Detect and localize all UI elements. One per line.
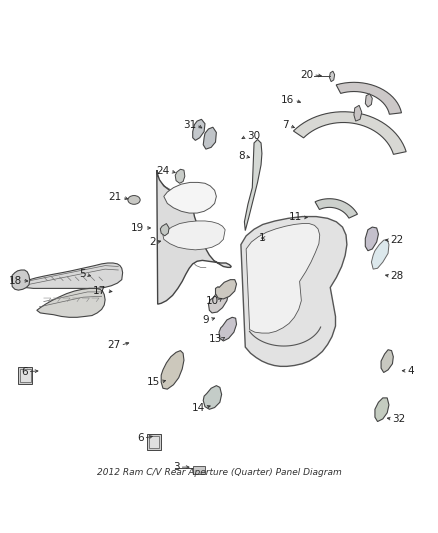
Text: 7: 7 bbox=[283, 120, 289, 131]
Polygon shape bbox=[193, 119, 205, 140]
Ellipse shape bbox=[128, 196, 140, 204]
Polygon shape bbox=[19, 263, 123, 288]
Polygon shape bbox=[246, 223, 320, 333]
Text: 24: 24 bbox=[157, 166, 170, 176]
Polygon shape bbox=[208, 286, 229, 313]
Bar bbox=[149, 435, 159, 448]
Text: 32: 32 bbox=[392, 414, 406, 424]
Polygon shape bbox=[381, 350, 393, 373]
Polygon shape bbox=[157, 170, 231, 304]
Text: 11: 11 bbox=[289, 213, 302, 222]
Polygon shape bbox=[163, 221, 225, 250]
Text: 5: 5 bbox=[79, 269, 85, 279]
Polygon shape bbox=[215, 280, 237, 299]
Text: 6: 6 bbox=[21, 367, 28, 377]
Polygon shape bbox=[219, 317, 237, 341]
Polygon shape bbox=[11, 270, 30, 290]
Text: 10: 10 bbox=[206, 296, 219, 305]
Polygon shape bbox=[203, 127, 216, 149]
Polygon shape bbox=[375, 398, 389, 422]
Bar bbox=[20, 369, 31, 382]
Text: 30: 30 bbox=[247, 131, 260, 141]
Text: 20: 20 bbox=[300, 70, 313, 79]
Polygon shape bbox=[329, 71, 335, 82]
Bar bbox=[18, 367, 32, 384]
Polygon shape bbox=[244, 140, 262, 231]
Text: 1: 1 bbox=[258, 233, 265, 243]
Text: 27: 27 bbox=[107, 341, 120, 350]
Text: 16: 16 bbox=[281, 95, 294, 105]
Polygon shape bbox=[175, 169, 185, 183]
Text: 3: 3 bbox=[173, 462, 180, 472]
Polygon shape bbox=[241, 216, 347, 366]
Polygon shape bbox=[37, 288, 105, 317]
Text: 28: 28 bbox=[391, 271, 404, 281]
Text: 18: 18 bbox=[9, 276, 22, 286]
Polygon shape bbox=[371, 239, 389, 269]
Text: 21: 21 bbox=[109, 192, 122, 203]
Polygon shape bbox=[336, 82, 402, 114]
Text: 31: 31 bbox=[183, 119, 196, 130]
Bar bbox=[147, 434, 161, 449]
Text: 6: 6 bbox=[137, 433, 144, 443]
Text: 17: 17 bbox=[93, 286, 106, 296]
Polygon shape bbox=[315, 199, 357, 218]
Polygon shape bbox=[160, 223, 169, 236]
Text: 9: 9 bbox=[203, 315, 209, 325]
Text: 15: 15 bbox=[147, 377, 160, 387]
Polygon shape bbox=[161, 351, 184, 389]
Polygon shape bbox=[365, 94, 372, 107]
Text: 8: 8 bbox=[238, 151, 244, 161]
Polygon shape bbox=[293, 112, 406, 155]
Bar bbox=[193, 466, 205, 474]
Polygon shape bbox=[365, 227, 378, 251]
Text: 2012 Ram C/V Rear Aperture (Quarter) Panel Diagram: 2012 Ram C/V Rear Aperture (Quarter) Pan… bbox=[97, 468, 341, 477]
Polygon shape bbox=[354, 106, 362, 121]
Text: 19: 19 bbox=[131, 223, 145, 233]
Text: 4: 4 bbox=[407, 366, 414, 376]
Text: 14: 14 bbox=[192, 402, 205, 413]
Text: 13: 13 bbox=[208, 334, 222, 344]
Polygon shape bbox=[203, 386, 222, 409]
Polygon shape bbox=[164, 182, 216, 213]
Text: 22: 22 bbox=[391, 235, 404, 245]
Text: 2: 2 bbox=[149, 237, 155, 247]
